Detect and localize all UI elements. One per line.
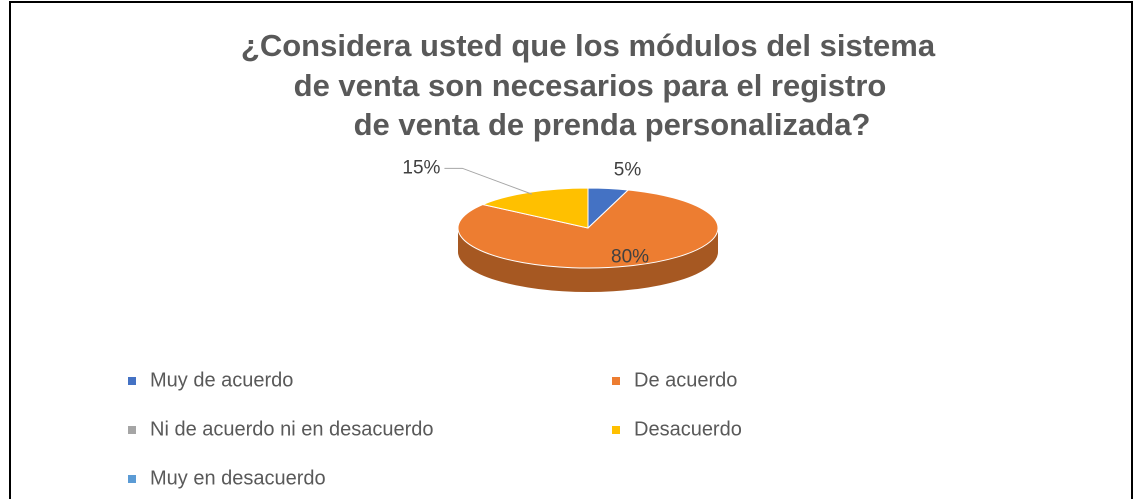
data-label: 5% — [614, 160, 642, 181]
legend-label: Muy en desacuerdo — [150, 467, 326, 489]
pie-slice — [481, 187, 589, 229]
legend-swatch — [128, 377, 136, 385]
chart-title: ¿Considera usted que los módulos del sis… — [241, 28, 936, 63]
legend-label: De acuerdo — [634, 369, 737, 391]
data-label: 15% — [402, 157, 440, 178]
chart-title: de venta son necesarios para el registro — [294, 68, 887, 103]
legend-swatch — [128, 426, 136, 434]
chart-title: de venta de prenda personalizada? — [354, 107, 871, 142]
legend-swatch — [612, 426, 620, 434]
leader-line — [444, 167, 533, 195]
pie-slice — [457, 189, 719, 269]
legend-swatch — [612, 377, 620, 385]
legend-label: Muy de acuerdo — [150, 369, 293, 391]
legend-label: Desacuerdo — [634, 418, 742, 440]
legend-label: Ni de acuerdo ni en desacuerdo — [150, 418, 434, 440]
pie-side — [458, 228, 718, 292]
legend-swatch — [128, 475, 136, 483]
data-label: 80% — [611, 246, 649, 267]
